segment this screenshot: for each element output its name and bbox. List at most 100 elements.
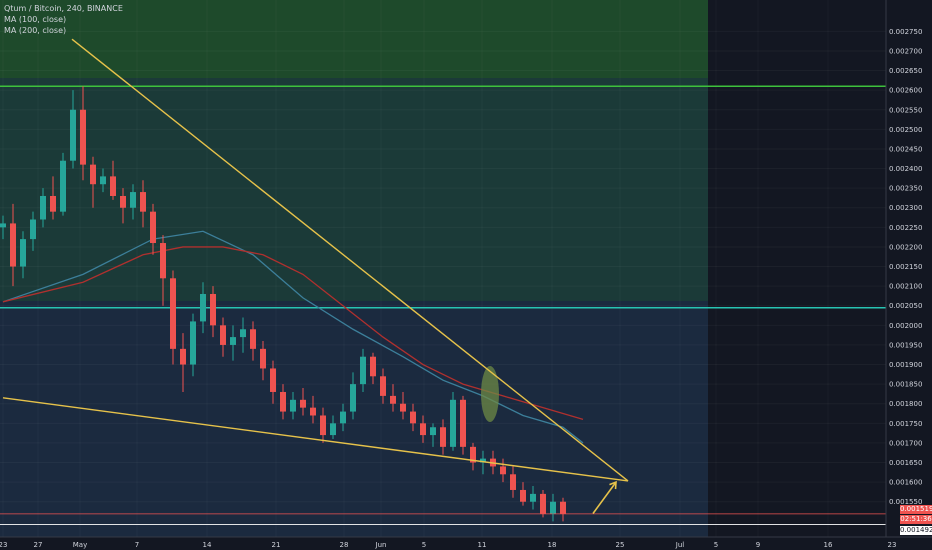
candle-down <box>90 164 96 185</box>
candle-down <box>560 501 566 514</box>
candle-down <box>440 427 446 447</box>
projection-arrow <box>592 481 617 514</box>
candle-up <box>340 411 346 424</box>
x-tick-label: 28 <box>340 541 349 549</box>
x-tick-label: 5 <box>422 541 426 549</box>
y-tick-label: 0.001750 <box>889 420 922 428</box>
upper-trendline <box>71 38 629 482</box>
candle-down <box>110 176 116 196</box>
y-tick-label: 0.002300 <box>889 204 922 212</box>
candle-up <box>350 384 356 412</box>
arrow-head <box>609 480 617 490</box>
candle-up <box>330 423 336 436</box>
candle-up <box>60 160 66 212</box>
y-tick-label: 0.002250 <box>889 224 922 232</box>
candle-down <box>160 243 166 279</box>
x-tick-label: 27 <box>34 541 43 549</box>
candle-up <box>190 321 196 365</box>
y-tick-label: 0.002750 <box>889 28 922 36</box>
x-tick-label: May <box>73 541 87 549</box>
candle-down <box>540 493 546 514</box>
horizontal-levels <box>0 85 886 525</box>
y-tick-label: 0.001850 <box>889 381 922 389</box>
y-tick-label: 0.002550 <box>889 106 922 114</box>
y-tick-label: 0.002450 <box>889 145 922 153</box>
y-tick-label: 0.002000 <box>889 322 922 330</box>
x-tick-label: 23 <box>888 541 897 549</box>
y-tick-label: 0.001650 <box>889 459 922 467</box>
candle-up <box>290 399 296 412</box>
candle-down <box>10 223 16 267</box>
candle-down <box>510 474 516 490</box>
trendlines <box>2 38 629 514</box>
x-tick-label: 23 <box>0 541 7 549</box>
symbol-title[interactable]: Qtum / Bitcoin, 240, BINANCE <box>4 4 123 13</box>
x-tick-label: 9 <box>756 541 760 549</box>
candle-down <box>300 399 306 408</box>
chart-legend: Qtum / Bitcoin, 240, BINANCE MA (100, cl… <box>4 3 123 36</box>
candle-up <box>30 219 36 240</box>
candle-up <box>240 329 246 338</box>
y-axis-labels: 0.002750 0.002700 0.002650 0.002600 0.002550… <box>889 28 922 506</box>
candle-up <box>100 176 106 185</box>
x-tick-label: 7 <box>135 541 139 549</box>
y-tick-label: 0.001800 <box>889 400 922 408</box>
candle-down <box>250 329 256 349</box>
y-tick-label: 0.002600 <box>889 87 922 95</box>
bar-countdown-tag: 02:51:36 <box>900 515 932 524</box>
y-tick-label: 0.002050 <box>889 302 922 310</box>
candle-up <box>0 223 6 228</box>
y-tick-label: 0.002350 <box>889 185 922 193</box>
candle-down <box>400 403 406 412</box>
x-tick-label: 18 <box>548 541 557 549</box>
y-tick-label: 0.001900 <box>889 361 922 369</box>
y-tick-label: 0.001600 <box>889 479 922 487</box>
candle-down <box>280 391 286 412</box>
candle-down <box>460 399 466 447</box>
price-scale[interactable] <box>886 0 932 537</box>
candle-up <box>530 493 536 502</box>
grid <box>0 0 892 537</box>
candles <box>0 86 566 522</box>
x-axis-labels: 23 27 May 7 14 21 28 Jun 5 11 18 25 Jul 5 9 16 23 <box>0 541 896 549</box>
candle-down <box>370 356 376 377</box>
x-tick-label: 14 <box>203 541 212 549</box>
green-zone-mid <box>0 78 708 301</box>
x-tick-label: 21 <box>272 541 281 549</box>
y-tick-label: 0.001700 <box>889 439 922 447</box>
candle-up <box>230 337 236 345</box>
ma200-legend[interactable]: MA (200, close) <box>4 26 67 35</box>
current-price-tag: 0.001519 <box>900 505 932 514</box>
candle-down <box>390 395 396 404</box>
candle-down <box>410 411 416 424</box>
candle-up <box>430 427 436 436</box>
candle-down <box>80 109 86 165</box>
y-tick-label: 0.002400 <box>889 165 922 173</box>
candle-up <box>70 109 76 161</box>
y-tick-label: 0.002650 <box>889 67 922 75</box>
y-tick-label: 0.002200 <box>889 243 922 251</box>
low-price-tag: 0.001492 <box>900 526 932 535</box>
time-scale[interactable] <box>0 537 932 550</box>
candle-down <box>180 348 186 365</box>
candle-up <box>360 356 366 385</box>
candle-down <box>150 211 156 244</box>
candle-up <box>550 501 556 514</box>
y-tick-label: 0.002100 <box>889 283 922 291</box>
candle-down <box>140 192 146 212</box>
candle-up <box>450 399 456 447</box>
y-tick-label: 0.002500 <box>889 126 922 134</box>
future-area <box>708 0 886 537</box>
y-tick-label: 0.002700 <box>889 47 922 55</box>
candle-down <box>320 415 326 436</box>
candle-down <box>420 423 426 436</box>
candle-down <box>50 195 56 212</box>
x-tick-label: Jul <box>675 541 685 549</box>
x-tick-label: 16 <box>824 541 833 549</box>
candle-up <box>480 458 486 463</box>
candle-down <box>270 368 276 392</box>
candle-up <box>200 293 206 322</box>
candle-down <box>470 446 476 463</box>
ma100-legend[interactable]: MA (100, close) <box>4 15 67 24</box>
